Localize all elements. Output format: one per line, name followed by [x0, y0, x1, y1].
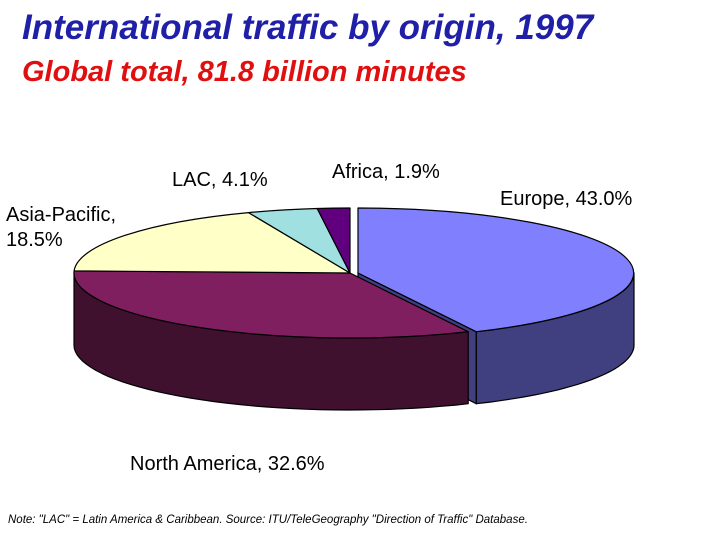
pie-slices	[73, 207, 635, 411]
label-lac: LAC, 4.1%	[172, 169, 268, 191]
source-note: Note: "LAC" = Latin America & Caribbean.…	[8, 514, 528, 526]
label-africa: Africa, 1.9%	[332, 161, 440, 183]
label-asia-pacific-line-1: Asia-Pacific,	[6, 204, 117, 226]
label-asia-pacific-line-2: 18.5%	[6, 229, 63, 251]
chart-title: International traffic by origin, 1997	[22, 8, 594, 47]
label-asia-pacific: Asia-Pacific, 18.5%	[6, 203, 116, 253]
label-north-america: North America, 32.6%	[130, 453, 325, 475]
slice-africa	[316, 207, 351, 274]
label-europe: Europe, 43.0%	[500, 188, 633, 210]
slice-asia-pacific	[73, 212, 351, 274]
slice-north-america	[73, 270, 469, 339]
slice-europe	[357, 207, 635, 333]
chart-subtitle: Global total, 81.8 billion minutes	[22, 56, 467, 88]
